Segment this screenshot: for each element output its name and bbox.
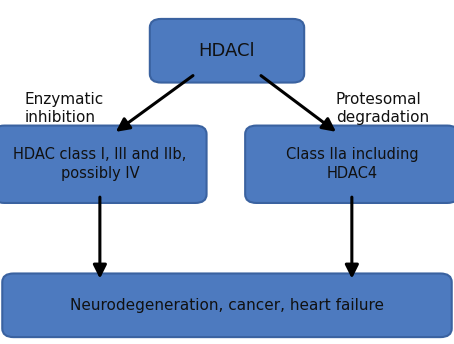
- FancyBboxPatch shape: [245, 126, 454, 203]
- FancyBboxPatch shape: [0, 126, 207, 203]
- Text: Neurodegeneration, cancer, heart failure: Neurodegeneration, cancer, heart failure: [70, 298, 384, 313]
- Text: Protesomal
degradation: Protesomal degradation: [336, 92, 429, 125]
- Text: HDAC class I, III and IIb,
possibly IV: HDAC class I, III and IIb, possibly IV: [13, 148, 187, 181]
- Text: Enzymatic
inhibition: Enzymatic inhibition: [25, 92, 104, 125]
- Text: Class IIa including
HDAC4: Class IIa including HDAC4: [286, 148, 418, 181]
- FancyBboxPatch shape: [150, 19, 304, 83]
- FancyBboxPatch shape: [2, 273, 452, 337]
- Text: HDACl: HDACl: [199, 42, 255, 60]
